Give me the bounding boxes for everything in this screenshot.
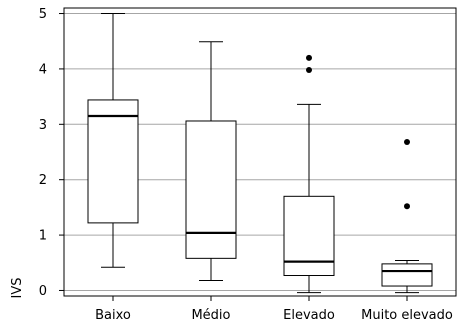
outlier-point (404, 139, 410, 146)
x-tick-label: Muito elevado (361, 308, 453, 323)
iqr-box (185, 120, 237, 259)
y-tick-label: 4 (39, 62, 47, 77)
box-group (87, 13, 139, 268)
y-tick-label: 1 (39, 229, 47, 244)
box-group (381, 139, 433, 294)
x-tick-label: Baixo (95, 308, 131, 323)
y-axis: 0 1 2 3 4 5 (39, 7, 64, 299)
y-axis-title: IVS (10, 278, 25, 299)
box-group (283, 54, 335, 294)
y-tick-label: 5 (39, 7, 47, 22)
x-tick-label: Elevado (283, 308, 335, 323)
outlier-point (306, 54, 312, 61)
iqr-box (283, 195, 335, 277)
outlier-point (306, 67, 312, 74)
plot-frame (63, 7, 457, 297)
iqr-box (381, 263, 433, 287)
outlier-point (404, 203, 410, 210)
y-tick-label: 2 (39, 173, 47, 188)
y-tick-label: 0 (39, 284, 47, 299)
y-tick-label: 3 (39, 118, 47, 133)
x-tick-label: Médio (191, 308, 230, 323)
iqr-box (87, 99, 139, 224)
box-group (185, 41, 237, 281)
boxes (87, 13, 433, 294)
x-axis: Baixo Médio Elevado Muito elevado (95, 296, 453, 323)
